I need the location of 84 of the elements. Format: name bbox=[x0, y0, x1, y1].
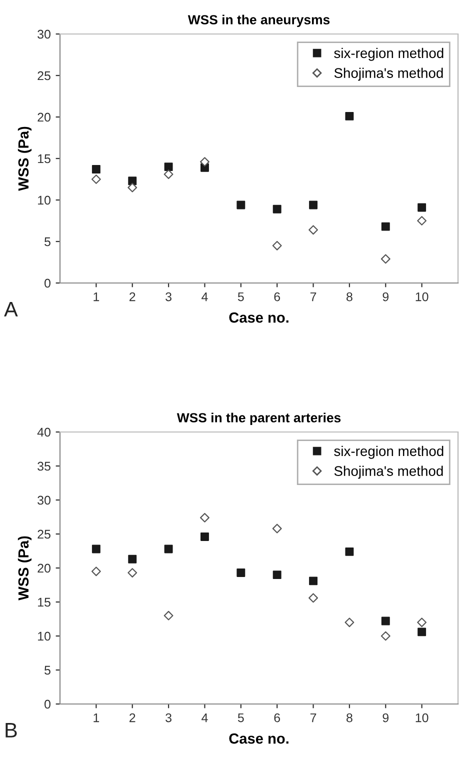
legend-label: Shojima's method bbox=[334, 466, 443, 479]
text: B bbox=[6, 723, 17, 738]
x-tick-label: 7 bbox=[310, 713, 316, 722]
y-tick-label: 25 bbox=[38, 71, 50, 80]
point bbox=[128, 554, 137, 564]
point bbox=[381, 616, 390, 626]
x-tick-label: 7 bbox=[310, 292, 316, 302]
y-tick-label: 40 bbox=[37, 428, 50, 437]
x-tick-label: 4 bbox=[202, 292, 208, 302]
x-tick-label: 5 bbox=[238, 292, 244, 302]
x-tick-label: 3 bbox=[166, 292, 172, 302]
y-tick-label: 5 bbox=[44, 237, 50, 246]
x-tick-label: 3 bbox=[166, 713, 172, 722]
x-tick-label: 10 bbox=[416, 292, 428, 302]
point bbox=[380, 631, 390, 641]
point bbox=[164, 610, 174, 620]
point bbox=[272, 240, 282, 250]
point bbox=[91, 566, 101, 576]
point bbox=[236, 200, 246, 210]
point bbox=[200, 157, 210, 167]
y-tick-label: 0 bbox=[44, 278, 50, 288]
x-tick-label: 6 bbox=[274, 713, 280, 722]
x-tick-label: 9 bbox=[382, 292, 389, 302]
point bbox=[164, 544, 173, 554]
x-axis-title: Case no. bbox=[229, 312, 288, 323]
x-tick-label: 6 bbox=[274, 292, 280, 302]
point bbox=[164, 162, 173, 172]
x-tick-label: 9 bbox=[382, 713, 389, 722]
y-tick-label: 10 bbox=[38, 632, 50, 641]
point bbox=[309, 200, 318, 210]
point bbox=[91, 174, 101, 184]
chart-title: WSS in the parent arteries bbox=[176, 412, 341, 426]
y-tick-label: 0 bbox=[44, 700, 50, 709]
x-tick-label: 2 bbox=[130, 292, 136, 302]
point bbox=[309, 576, 318, 586]
point bbox=[128, 182, 138, 192]
y-tick-label: 15 bbox=[38, 154, 50, 164]
legend-label: Shojima's method bbox=[334, 68, 443, 81]
y-axis-title: WSS (Pa) bbox=[18, 536, 32, 600]
x-tick-label: 8 bbox=[346, 292, 352, 302]
x-tick-label: 1 bbox=[94, 713, 100, 722]
point bbox=[164, 170, 174, 179]
point bbox=[92, 544, 100, 554]
legend-label: six-region method bbox=[334, 48, 444, 61]
y-tick-label: 35 bbox=[38, 462, 50, 471]
point bbox=[308, 225, 318, 235]
point bbox=[344, 618, 354, 628]
point bbox=[272, 204, 282, 214]
y-axis-title: WSS (Pa) bbox=[18, 126, 32, 191]
point bbox=[380, 254, 390, 264]
point bbox=[128, 176, 137, 186]
y-tick-label: 30 bbox=[38, 30, 50, 39]
point bbox=[92, 165, 100, 174]
x-axis-title: Case no. bbox=[229, 733, 288, 744]
y-tick-label: 10 bbox=[38, 196, 50, 205]
point bbox=[418, 203, 426, 212]
point bbox=[418, 628, 426, 636]
point bbox=[381, 222, 390, 231]
y-tick-label: 20 bbox=[38, 112, 50, 122]
point bbox=[417, 216, 427, 226]
legend-label: six-region method bbox=[334, 446, 444, 459]
point bbox=[417, 618, 427, 628]
point bbox=[200, 532, 209, 541]
x-tick-label: 4 bbox=[202, 713, 208, 722]
point bbox=[272, 570, 282, 580]
y-tick-label: 20 bbox=[38, 564, 50, 573]
x-tick-label: 5 bbox=[238, 713, 244, 722]
point bbox=[308, 593, 318, 603]
point bbox=[272, 524, 282, 534]
x-tick-label: 1 bbox=[94, 292, 100, 302]
x-tick-label: 8 bbox=[346, 713, 352, 722]
y-tick-label: 25 bbox=[38, 530, 50, 539]
y-tick-label: 5 bbox=[44, 666, 50, 675]
point bbox=[345, 547, 354, 556]
x-tick-label: 10 bbox=[416, 713, 428, 722]
y-tick-label: 30 bbox=[38, 496, 50, 505]
chart-title: WSS in the aneurysms bbox=[188, 14, 330, 28]
x-tick-label: 2 bbox=[130, 713, 136, 722]
y-tick-label: 15 bbox=[38, 598, 50, 607]
point bbox=[128, 568, 138, 578]
point bbox=[200, 512, 210, 522]
point bbox=[345, 112, 354, 120]
point bbox=[236, 568, 246, 577]
text: A bbox=[4, 302, 18, 316]
